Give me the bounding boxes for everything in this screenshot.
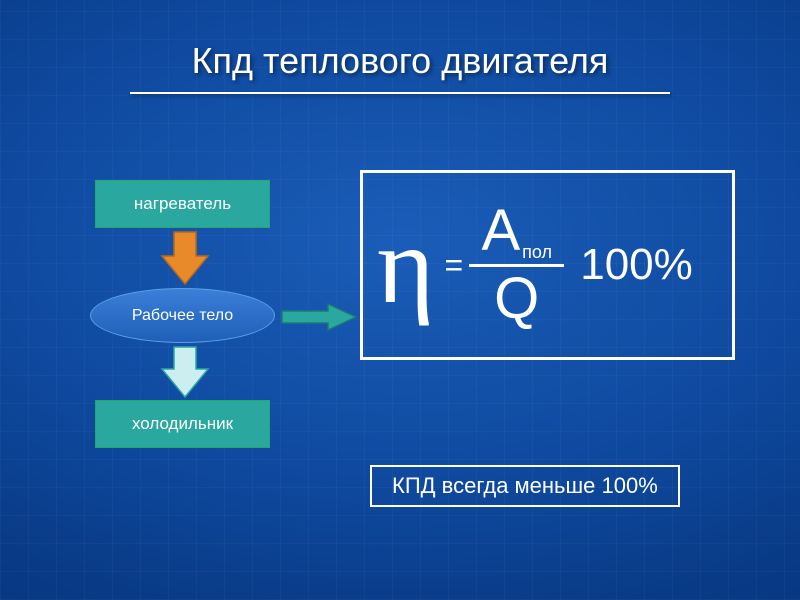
symbol-eta: η bbox=[377, 210, 435, 320]
numerator: A пол bbox=[481, 201, 552, 262]
working-body-ellipse: Рабочее тело bbox=[90, 288, 275, 343]
cooler-label: холодильник bbox=[132, 414, 233, 434]
heater-box: нагреватель bbox=[95, 180, 270, 228]
working-body-label: Рабочее тело bbox=[132, 307, 233, 325]
denominator: Q bbox=[494, 269, 539, 330]
percent-text: 100% bbox=[580, 240, 693, 290]
fraction: A пол Q bbox=[469, 201, 564, 330]
formula-box: η = A пол Q 100% bbox=[360, 170, 735, 360]
arrow-heater-to-body-icon bbox=[160, 230, 210, 291]
arrow-body-to-cooler-icon bbox=[160, 345, 210, 404]
denominator-symbol: Q bbox=[494, 269, 539, 330]
numerator-symbol: A bbox=[481, 201, 520, 262]
heater-label: нагреватель bbox=[134, 194, 231, 214]
symbol-equals: = bbox=[445, 247, 464, 284]
slide-title: Кпд теплового двигателя bbox=[0, 40, 800, 82]
cooler-box: холодильник bbox=[95, 400, 270, 448]
caption-box: КПД всегда меньше 100% bbox=[370, 465, 680, 507]
arrow-output-icon bbox=[280, 302, 358, 337]
caption-text: КПД всегда меньше 100% bbox=[392, 473, 658, 498]
title-underline bbox=[130, 92, 670, 94]
numerator-subscript: пол bbox=[522, 243, 552, 262]
